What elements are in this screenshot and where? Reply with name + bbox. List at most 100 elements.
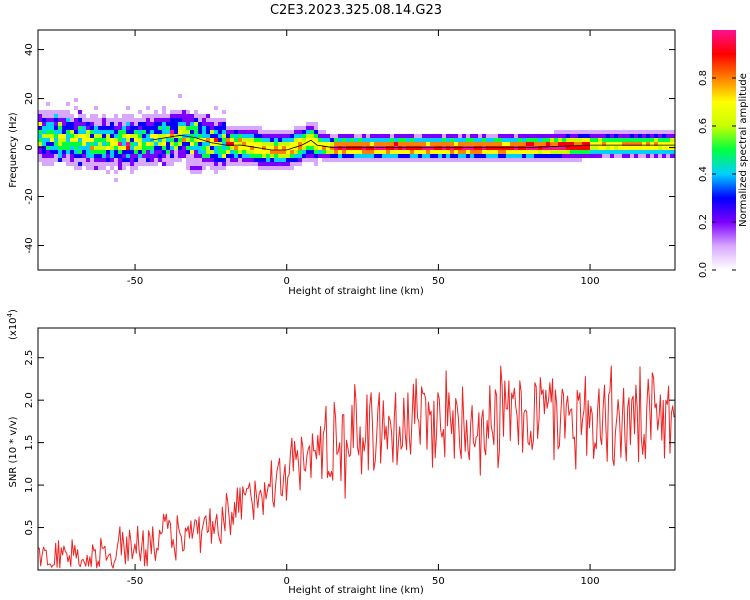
heatmap-cell: [334, 142, 338, 146]
heatmap-cell: [150, 146, 154, 150]
heatmap-cell: [350, 142, 354, 146]
heatmap-cell: [362, 134, 366, 138]
heatmap-cell: [182, 154, 186, 158]
heatmap-cell: [78, 118, 82, 122]
heatmap-cell: [602, 130, 606, 134]
heatmap-cell: [206, 130, 210, 134]
heatmap-cell: [502, 146, 506, 150]
heatmap-cell: [446, 150, 450, 154]
heatmap-cell: [386, 158, 390, 162]
heatmap-cell: [538, 146, 542, 150]
heatmap-cell: [642, 154, 646, 158]
heatmap-cell: [510, 146, 514, 150]
heatmap-cell: [62, 122, 66, 126]
heatmap-cell: [418, 138, 422, 142]
heatmap-cell: [78, 110, 82, 114]
heatmap-cell: [314, 158, 318, 162]
heatmap-cell: [118, 138, 122, 142]
heatmap-cell: [158, 146, 162, 150]
heatmap-cell: [234, 126, 238, 130]
heatmap-cell: [470, 158, 474, 162]
heatmap-cell: [142, 122, 146, 126]
heatmap-cell: [522, 142, 526, 146]
heatmap-cell: [442, 158, 446, 162]
heatmap-cell: [162, 142, 166, 146]
heatmap-cell: [42, 162, 46, 166]
heatmap-cell: [62, 118, 66, 122]
heatmap-cell: [278, 154, 282, 158]
heatmap-cell: [162, 162, 166, 166]
heatmap-cell: [190, 170, 194, 174]
heatmap-cell: [462, 138, 466, 142]
heatmap-cell: [146, 146, 150, 150]
heatmap-cell: [210, 150, 214, 154]
heatmap-cell: [602, 146, 606, 150]
heatmap-cell: [362, 150, 366, 154]
heatmap-cell: [342, 138, 346, 142]
heatmap-cell: [646, 146, 650, 150]
heatmap-cell: [326, 154, 330, 158]
heatmap-cell: [598, 154, 602, 158]
heatmap-cell: [614, 150, 618, 154]
heatmap-cell: [490, 158, 494, 162]
snr-y-tick-label: 2.0: [24, 392, 35, 408]
heatmap-cell: [138, 134, 142, 138]
heatmap-cell: [142, 118, 146, 122]
heatmap-cell: [454, 150, 458, 154]
heatmap-cell: [250, 150, 254, 154]
heatmap-cell: [194, 130, 198, 134]
heatmap-cell: [94, 158, 98, 162]
heatmap-cell: [386, 150, 390, 154]
heatmap-cell: [546, 146, 550, 150]
heatmap-cell: [422, 134, 426, 138]
heatmap-cell: [206, 146, 210, 150]
heatmap-cell: [654, 130, 658, 134]
heatmap-cell: [486, 154, 490, 158]
heatmap-cell: [282, 154, 286, 158]
heatmap-cell: [418, 154, 422, 158]
heatmap-cell: [82, 162, 86, 166]
heatmap-cell: [190, 158, 194, 162]
heatmap-cell: [102, 138, 106, 142]
heatmap-cell: [98, 158, 102, 162]
heatmap-cell: [70, 138, 74, 142]
heatmap-cell: [218, 118, 222, 122]
heatmap-cell: [122, 122, 126, 126]
heatmap-cell: [314, 122, 318, 126]
heatmap-cell: [198, 118, 202, 122]
heatmap-cell: [54, 134, 58, 138]
heatmap-cell: [502, 154, 506, 158]
heatmap-cell: [254, 134, 258, 138]
heatmap-cell: [662, 134, 666, 138]
heatmap-cell: [426, 150, 430, 154]
heatmap-cell: [242, 130, 246, 134]
heatmap-cell: [298, 162, 302, 166]
heatmap-cell: [594, 138, 598, 142]
heatmap-cell: [306, 138, 310, 142]
heatmap-cell: [490, 154, 494, 158]
heatmap-cell: [458, 142, 462, 146]
heatmap-cell: [310, 126, 314, 130]
heatmap-cell: [406, 142, 410, 146]
heatmap-cell: [198, 158, 202, 162]
heatmap-cell: [434, 146, 438, 150]
heatmap-cell: [214, 126, 218, 130]
heatmap-cell: [330, 150, 334, 154]
heatmap-cell: [162, 158, 166, 162]
heatmap-cell: [138, 162, 142, 166]
heatmap-cell: [338, 150, 342, 154]
heatmap-cell: [238, 150, 242, 154]
heatmap-cell: [570, 138, 574, 142]
heatmap-cell: [230, 146, 234, 150]
heatmap-cell: [86, 158, 90, 162]
heatmap-cell: [114, 118, 118, 122]
heatmap-cell: [426, 146, 430, 150]
heatmap-cell: [154, 162, 158, 166]
heatmap-cell: [290, 142, 294, 146]
heatmap-cell: [610, 138, 614, 142]
heatmap-cell: [246, 162, 250, 166]
heatmap-cell: [74, 118, 78, 122]
heatmap-cell: [50, 130, 54, 134]
heatmap-cell: [378, 134, 382, 138]
